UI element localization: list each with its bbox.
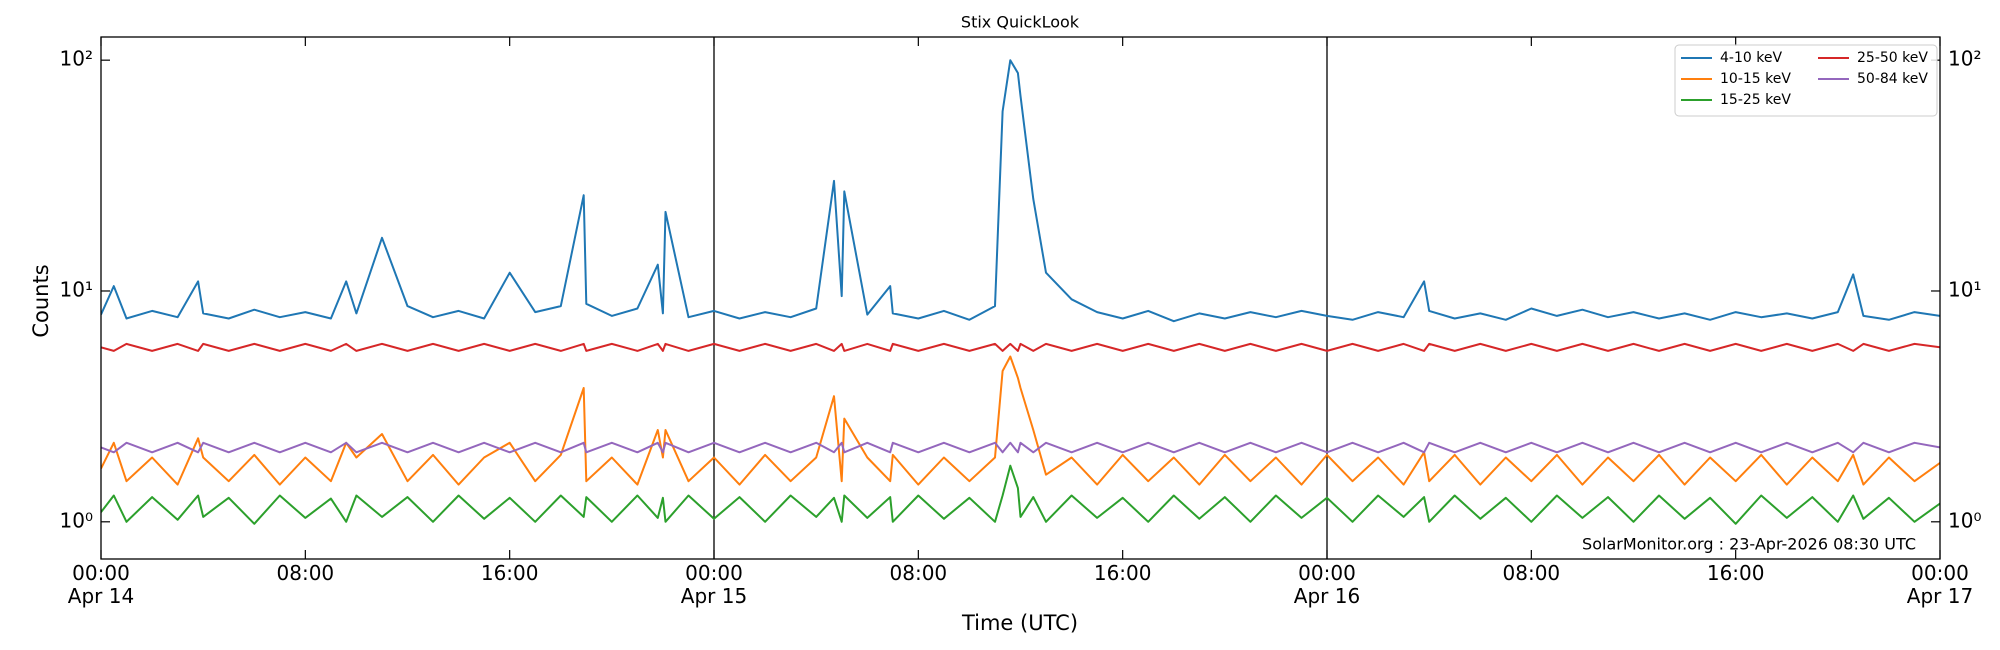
x-tick-label-line: Apr 14 (68, 584, 134, 608)
x-tick-label-line: 08:00 (890, 561, 948, 585)
annotation: SolarMonitor.org : 23-Apr-2026 08:30 UTC (1582, 535, 1916, 554)
x-tick-label: 00:00 Apr 15 (681, 561, 747, 608)
x-tick-label: 16:00 (1707, 561, 1765, 585)
legend-label: 50-84 keV (1857, 71, 1928, 87)
legend-label: 25-50 keV (1857, 50, 1928, 66)
y-tick-label-right: 10⁰ (1948, 508, 1981, 532)
x-tick-label-line: Apr 17 (1907, 584, 1973, 608)
y-tick-label: 10¹ (60, 277, 93, 301)
x-tick-label: 16:00 (481, 561, 539, 585)
series-line (101, 464, 1940, 525)
legend-label: 10-15 keV (1720, 71, 1791, 87)
plot-frame (100, 36, 1941, 560)
series-line (101, 441, 1940, 454)
chart-title: Stix QuickLook (961, 13, 1080, 32)
x-tick-label-line: 08:00 (277, 561, 335, 585)
x-tick-label: 08:00 (1503, 561, 1561, 585)
x-tick-label: 16:00 (1094, 561, 1152, 585)
x-tick-label-line: 00:00 (72, 561, 130, 585)
x-tick-label-line: 16:00 (1707, 561, 1765, 585)
y-tick-label: 10² (60, 47, 93, 71)
x-tick-label-line: 00:00 (685, 561, 743, 585)
x-tick-label: 00:00 Apr 16 (1294, 561, 1360, 608)
legend-label: 4-10 keV (1720, 50, 1782, 66)
x-tick-label: 00:00 Apr 14 (68, 561, 134, 608)
x-tick-label-line: 00:00 (1298, 561, 1356, 585)
x-tick-label: 08:00 (277, 561, 335, 585)
x-tick-label: 00:00 Apr 17 (1907, 561, 1973, 608)
x-tick-label-line: Apr 15 (681, 584, 747, 608)
legend-label: 15-25 keV (1720, 92, 1791, 108)
x-tick-label: 08:00 (890, 561, 948, 585)
x-axis-label: Time (UTC) (961, 611, 1078, 635)
x-tick-label-line: 16:00 (1094, 561, 1152, 585)
y-axis-label: Counts (29, 264, 53, 337)
y-tick-label: 10⁰ (60, 508, 93, 532)
series-line (101, 59, 1940, 323)
y-tick-label-right: 10¹ (1948, 277, 1981, 301)
legend-box (1674, 44, 1938, 117)
x-tick-label-line: 16:00 (481, 561, 539, 585)
x-tick-label-line: 00:00 (1911, 561, 1969, 585)
x-tick-label-line: Apr 16 (1294, 584, 1360, 608)
series-line (101, 355, 1940, 486)
x-tick-label-line: 08:00 (1503, 561, 1561, 585)
series-line (101, 342, 1940, 352)
y-tick-label-right: 10² (1948, 47, 1981, 71)
